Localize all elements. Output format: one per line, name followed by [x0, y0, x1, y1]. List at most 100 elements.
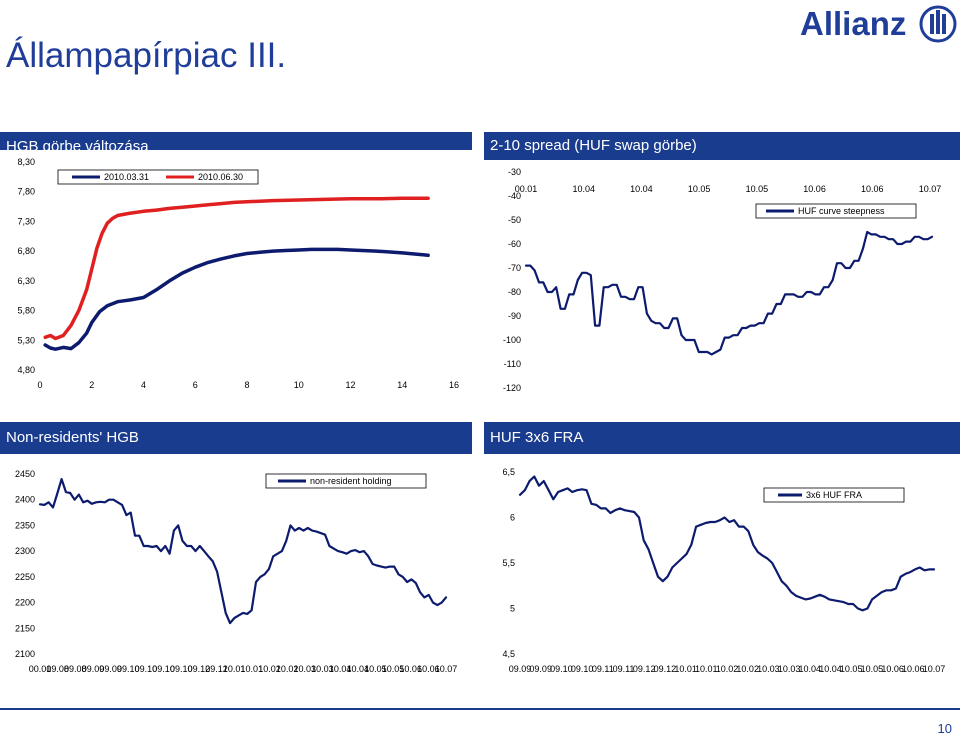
x-tick-label: 10.06 — [861, 184, 884, 194]
y-tick-label: 2300 — [15, 546, 35, 556]
x-tick-label: 10.05 — [840, 664, 863, 674]
x-tick-label: 09.09 — [99, 664, 122, 674]
x-tick-label: 0 — [37, 380, 42, 390]
nonres-chart: 2100 2150 2200 2250 2300 2350 2400 2450 00.01 09.… — [0, 454, 472, 686]
y-tick-label: -90 — [508, 311, 521, 321]
x-tick-label: 10.05 — [364, 664, 387, 674]
series-line-1 — [43, 196, 430, 341]
x-tick-label: 00.01 — [29, 664, 52, 674]
x-tick-label: 10.01 — [223, 664, 246, 674]
y-tick-label: 7,80 — [17, 187, 35, 197]
x-tick-label: 10.03 — [757, 664, 780, 674]
y-tick-label: 2250 — [15, 572, 35, 582]
x-tick-label: 10.06 — [399, 664, 422, 674]
x-tick-label: 09.10 — [117, 664, 140, 674]
y-tick-label: 7,30 — [17, 216, 35, 226]
x-tick-label: 09.08 — [64, 664, 87, 674]
x-tick-label: 2 — [89, 380, 94, 390]
fra-header: HUF 3x6 FRA — [484, 422, 960, 454]
spread-header: 2-10 spread (HUF swap görbe) — [484, 132, 960, 160]
x-tick-label: 10.02 — [258, 664, 281, 674]
legend-box — [265, 473, 427, 489]
footer-rule — [0, 708, 960, 710]
x-tick-label: 09.12 — [188, 664, 211, 674]
x-tick-label: 12 — [345, 380, 355, 390]
x-tick-label: 10.04 — [346, 664, 369, 674]
x-tick-label: 16 — [449, 380, 459, 390]
x-tick-label: 09.09 — [529, 664, 552, 674]
x-tick-label: 8 — [244, 380, 249, 390]
x-tick-label: 09.09 — [509, 664, 532, 674]
x-tick-label: 09.10 — [170, 664, 193, 674]
y-tick-label: -30 — [508, 167, 521, 177]
legend-label: 2010.03.31 — [104, 172, 149, 182]
x-tick-label: 10.04 — [630, 184, 653, 194]
y-tick-label: 2400 — [15, 495, 35, 505]
y-tick-label: 2450 — [15, 469, 35, 479]
y-tick-label: 6 — [510, 513, 515, 523]
spread-svg: -120 -110 -100 -90 -80 -70 -60 -50 -40 -30 00.01 10… — [503, 167, 941, 393]
y-tick-label: 8,30 — [17, 157, 35, 167]
y-tick-label: 2100 — [15, 649, 35, 659]
legend-label: 2010.06.30 — [198, 172, 243, 182]
x-tick-label: 10.03 — [311, 664, 334, 674]
series-line-0 — [518, 475, 936, 612]
x-tick-label: 10.06 — [902, 664, 925, 674]
x-tick-label: 10.03 — [778, 664, 801, 674]
y-tick-label: 6,80 — [17, 246, 35, 256]
y-tick-label: -100 — [503, 335, 521, 345]
series-line-0 — [524, 230, 934, 356]
y-tick-label: 4,80 — [17, 365, 35, 375]
x-tick-label: 09.11 — [592, 664, 614, 674]
x-tick-label: 09.10 — [135, 664, 158, 674]
legend-box — [755, 203, 917, 219]
hgb-curve-svg: 4,80 5,30 5,80 6,30 6,80 7,30 7,80 8,30 0 2 4 6 8 10 1… — [17, 157, 459, 390]
x-tick-label: 10.04 — [572, 184, 595, 194]
series-line-0 — [43, 247, 430, 351]
x-tick-label: 09.09 — [82, 664, 105, 674]
hgb-curve-chart: 4,80 5,30 5,80 6,30 6,80 7,30 7,80 8,30 0 2 4 6 8 10 1… — [0, 150, 472, 400]
y-tick-label: 5,80 — [17, 306, 35, 316]
x-tick-label: 10.01 — [695, 664, 718, 674]
x-tick-label: 09.10 — [571, 664, 594, 674]
spread-chart: -120 -110 -100 -90 -80 -70 -60 -50 -40 -30 00.01 10… — [484, 160, 960, 400]
allianz-eagle-icon — [919, 5, 957, 43]
x-tick-label: 10.06 — [803, 184, 826, 194]
y-tick-label: 6,30 — [17, 276, 35, 286]
y-tick-label: 2350 — [15, 520, 35, 530]
x-tick-label: 10.02 — [716, 664, 739, 674]
x-tick-label: 09.11 — [613, 664, 635, 674]
x-tick-label: 10.05 — [746, 184, 769, 194]
legend-box — [57, 169, 259, 185]
x-tick-label: 09.12 — [654, 664, 677, 674]
y-tick-label: 5,30 — [17, 335, 35, 345]
allianz-logo: Allianz — [800, 5, 957, 43]
nonres-svg: 2100215022002250230023502400245000.0109.… — [15, 469, 457, 674]
x-tick-label: 10.06 — [417, 664, 440, 674]
x-tick-label: 10.06 — [881, 664, 904, 674]
legend-box — [763, 487, 905, 503]
series-line-0 — [38, 478, 448, 625]
nonres-header: Non-residents' HGB — [0, 422, 472, 454]
x-tick-label: 09.10 — [152, 664, 175, 674]
y-tick-label: -110 — [504, 359, 521, 369]
y-tick-label: 2200 — [15, 598, 35, 608]
x-tick-label: 14 — [397, 380, 407, 390]
x-tick-label: 09.12 — [633, 664, 656, 674]
x-tick-label: 09.12 — [205, 664, 228, 674]
logo-text: Allianz — [800, 5, 906, 42]
x-tick-label: 10.05 — [382, 664, 405, 674]
x-tick-label: 6 — [193, 380, 198, 390]
legend-label: 3x6 HUF FRA — [806, 490, 862, 500]
y-tick-label: -40 — [508, 191, 521, 201]
y-tick-label: -60 — [508, 239, 521, 249]
x-tick-label: 00.01 — [515, 184, 538, 194]
x-tick-label: 4 — [141, 380, 146, 390]
x-tick-label: 10.04 — [799, 664, 822, 674]
legend-label: non-resident holding — [310, 476, 392, 486]
legend-label: HUF curve steepness — [798, 206, 885, 216]
x-tick-label: 10.01 — [241, 664, 264, 674]
x-tick-label: 10.01 — [674, 664, 697, 674]
x-tick-label: 09.10 — [550, 664, 573, 674]
x-tick-label: 10.02 — [736, 664, 759, 674]
